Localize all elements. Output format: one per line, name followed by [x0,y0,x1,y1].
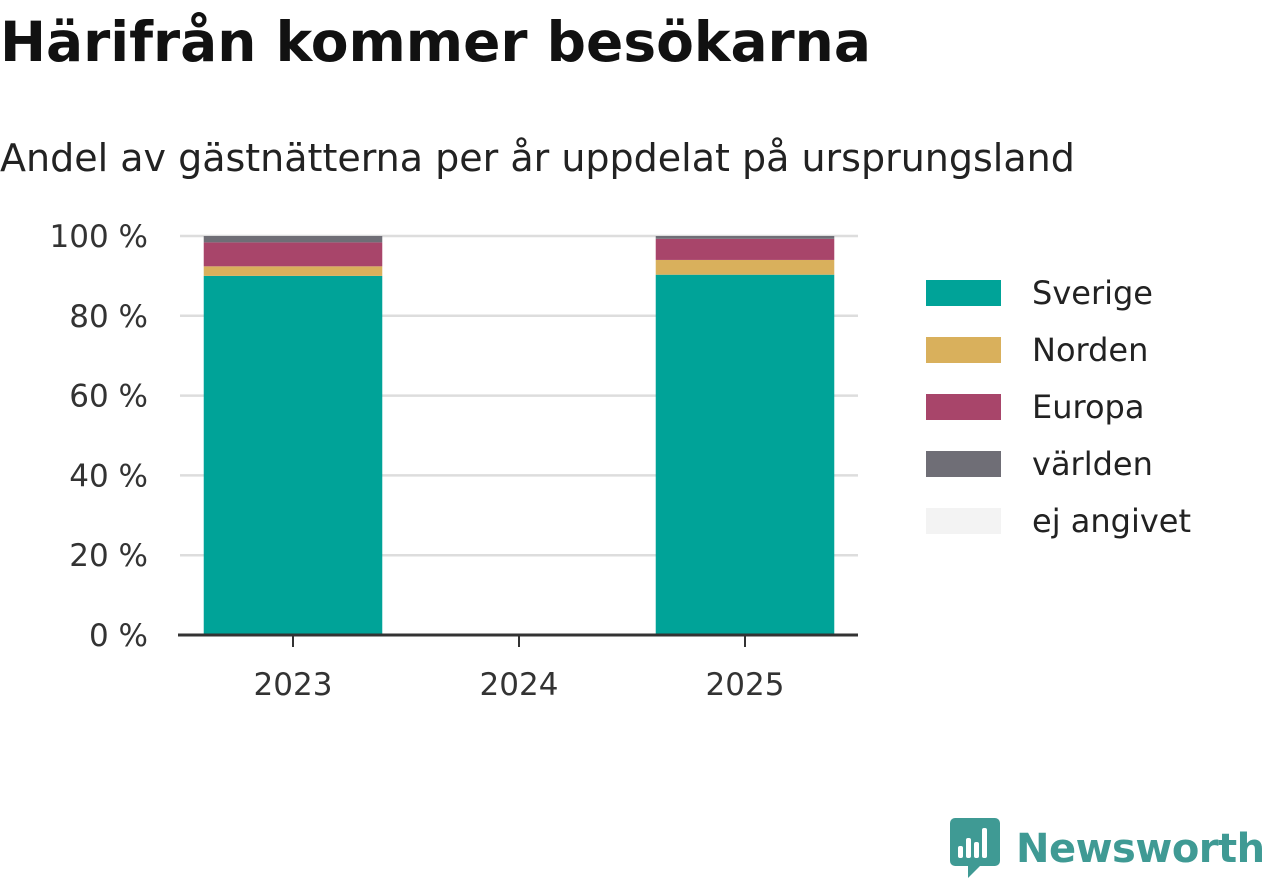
bar-segment [655,238,835,260]
legend-label: Europa [1032,388,1144,426]
legend-swatch [926,394,1001,420]
chart-title: Härifrån kommer besökarna [0,10,871,74]
bar-segment [203,266,383,276]
y-tick-label: 0 % [89,618,148,654]
legend-swatch [926,280,1001,306]
legend-label: Norden [1032,331,1148,369]
stacked-bar-chart: 0 % 20 % 40 % 60 % 80 % 100 % 2023 2024 2025 Sve… [50,219,1192,703]
y-tick-label: 100 % [50,219,148,255]
legend-label: världen [1032,445,1153,483]
x-tick-label: 2024 [480,667,559,703]
y-tick-label: 60 % [69,379,148,415]
y-tick-label: 40 % [69,458,148,494]
legend-label: Sverige [1032,274,1153,312]
y-tick-label: 80 % [69,299,148,335]
axes: 0 % 20 % 40 % 60 % 80 % 100 % 2023 2024 2025 [50,219,858,703]
y-tick-label: 20 % [69,538,148,574]
x-tick-label: 2025 [706,667,785,703]
bar-segment [203,242,383,267]
bars [203,236,835,635]
bar-segment [655,236,835,239]
legend: Sverige Norden Europa världen ej angivet [926,274,1191,540]
newsworthy-logo-icon [950,818,1000,878]
legend-swatch [926,451,1001,477]
bar-segment [203,236,383,243]
chart-subtitle: Andel av gästnätterna per år uppdelat på… [0,136,1075,180]
x-tick-label: 2023 [254,667,333,703]
brand-logo: Newsworthy [950,818,1262,880]
bar-segment [203,275,383,635]
legend-swatch [926,337,1001,363]
bar-segment [655,274,835,635]
bar-segment [655,259,835,275]
brand-name: Newsworthy [1016,826,1262,872]
legend-swatch [926,508,1001,534]
legend-label: ej angivet [1032,502,1191,540]
